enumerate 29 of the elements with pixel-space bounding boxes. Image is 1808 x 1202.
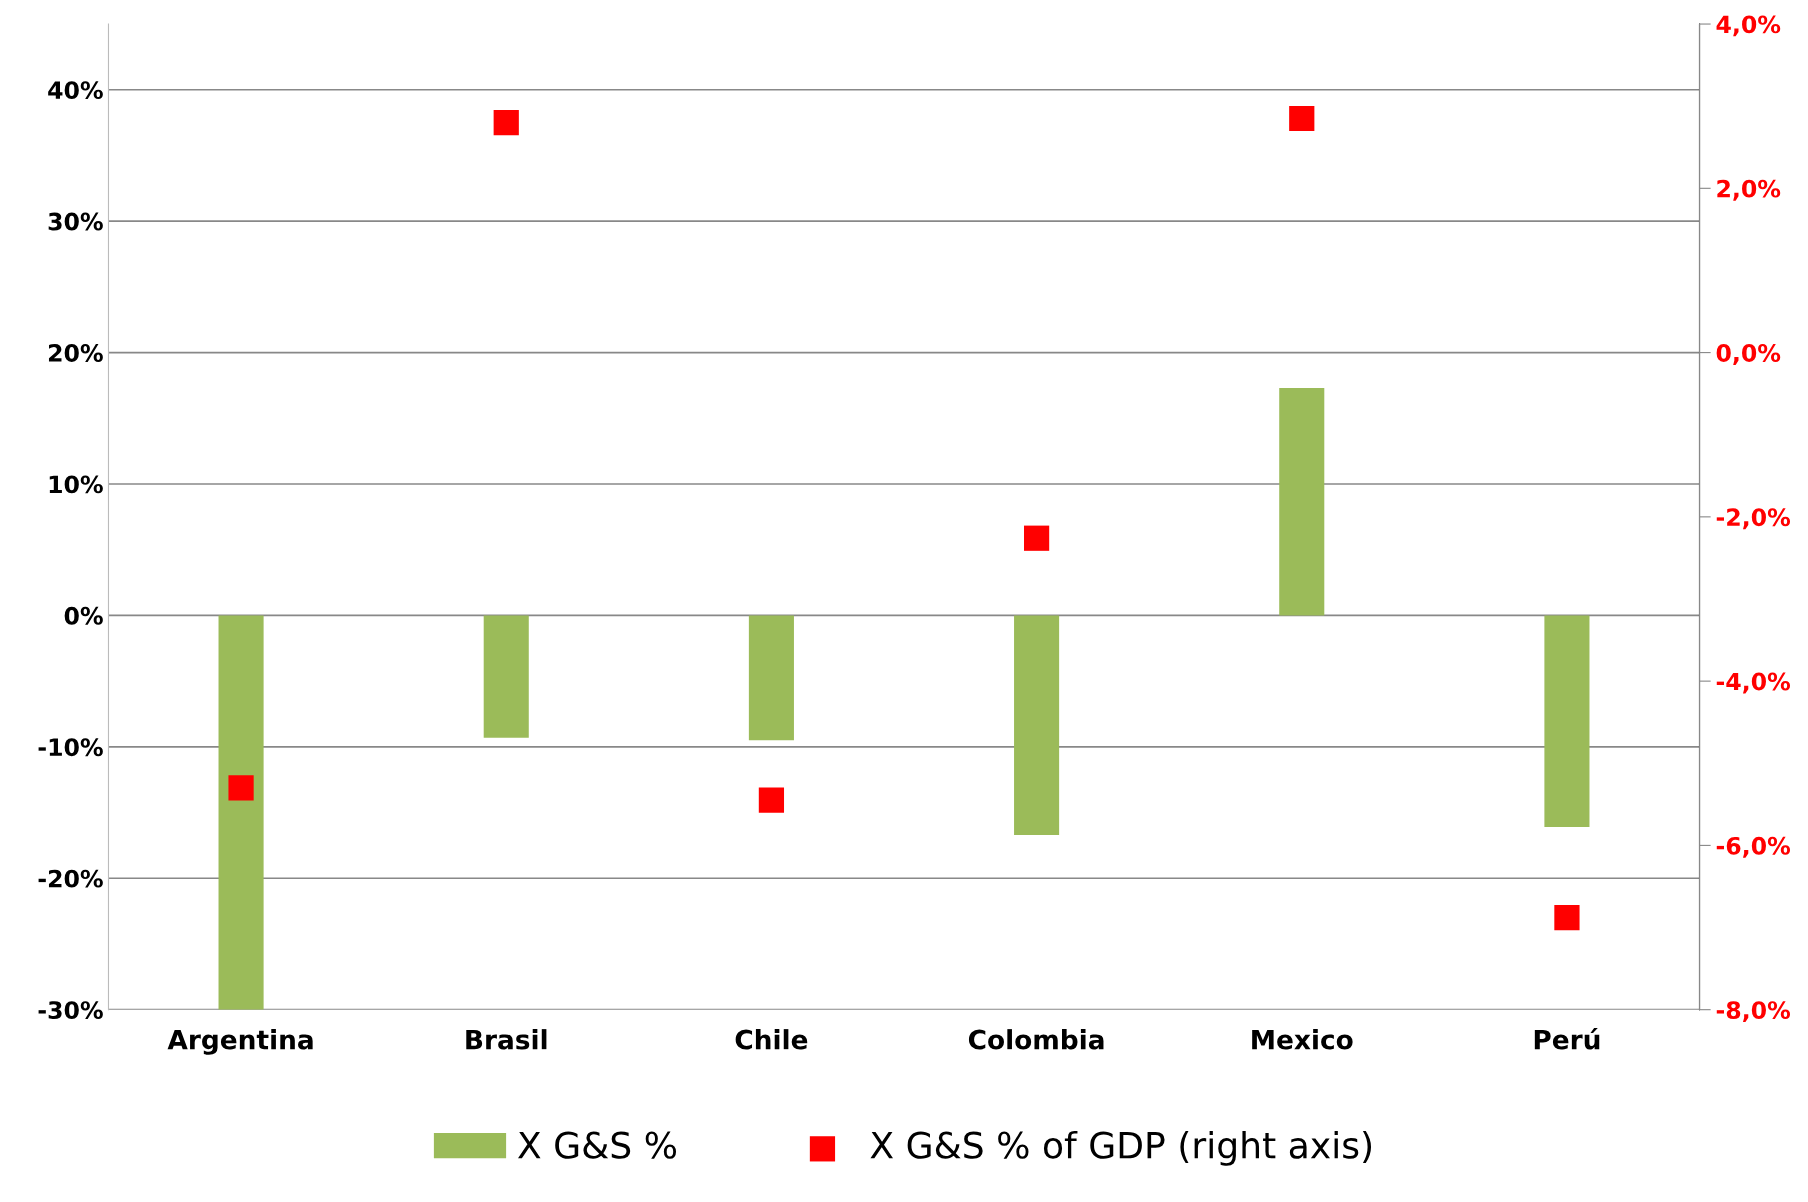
y2-tick-label: 0,0% [1716,344,1781,365]
y-tick-label: -20% [38,869,103,888]
x-tick-label: Brasil [466,1029,547,1050]
y-tick-label: 10% [49,475,103,494]
y-tick-label: -10% [38,738,103,757]
y-tick-label: -30% [38,1001,103,1019]
x-tick-label: Chile [735,1029,808,1050]
x-tick-label: Argentina [167,1029,313,1055]
y-tick-label: 30% [48,212,103,231]
point [1289,105,1315,132]
y2-tick-label: -4,0% [1716,672,1791,694]
y2-tick-label: 2,0% [1717,179,1781,201]
legend-label: X G&S % of GDP (right axis) [870,1130,1372,1166]
y-tick-label: 0% [64,606,103,625]
y2-tick-label: -8,0% [1716,1001,1791,1022]
y2-tick-label: -6,0% [1716,836,1791,858]
point [1554,905,1580,931]
x-tick-label: Perú [1534,1028,1600,1050]
y2-tick-label: -2,0% [1716,508,1791,530]
x-tick-label: Mexico [1252,1029,1353,1050]
y-tick-label: 40% [48,81,103,100]
point [758,787,785,813]
point [228,775,254,801]
point [493,109,519,136]
y2-tick-label: 4,0% [1716,15,1781,37]
y-tick-label: 20% [48,344,103,362]
legend-label: X G&S % [518,1131,677,1159]
point [1023,525,1050,551]
x-tick-label: Colombia [968,1029,1104,1050]
